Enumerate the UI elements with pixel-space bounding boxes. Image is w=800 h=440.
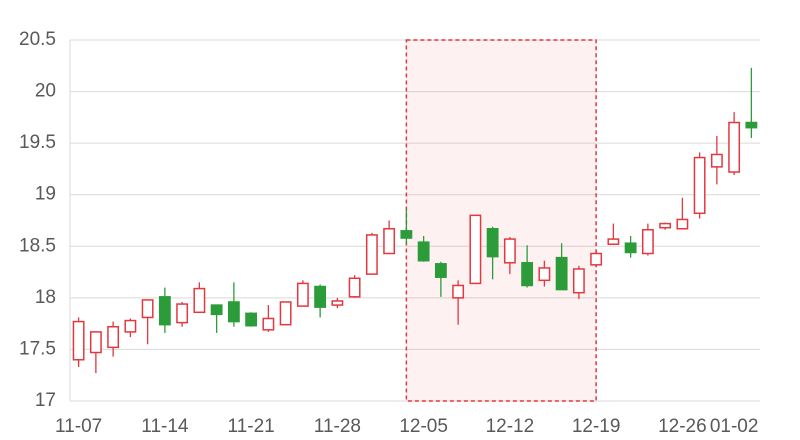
candle-body — [193, 287, 206, 314]
shaded-region — [405, 39, 597, 402]
candle-body — [486, 228, 499, 258]
candle-body — [469, 214, 482, 285]
candle-body — [89, 331, 102, 354]
x-tick-label: 12-12 — [486, 416, 535, 437]
candle-body — [417, 241, 430, 262]
candle-body — [538, 267, 551, 282]
candle-body — [176, 303, 189, 324]
x-tick-label: 12-05 — [399, 416, 448, 437]
x-tick-label: 11-28 — [314, 416, 361, 437]
y-tick-label: 19 — [35, 184, 56, 205]
candle-body — [710, 153, 723, 168]
candle-body — [331, 300, 344, 306]
candle-body — [693, 156, 706, 215]
candle-body — [210, 304, 223, 316]
candle-body — [745, 121, 758, 129]
candle-body — [124, 319, 137, 333]
candle-body — [365, 234, 378, 275]
candle-body — [72, 320, 85, 361]
y-tick-label: 19.5 — [19, 132, 56, 153]
candle-body — [262, 317, 275, 331]
candle-body — [503, 238, 516, 264]
candle-body — [555, 256, 568, 291]
candle-body — [452, 284, 465, 299]
candle-body — [107, 325, 120, 349]
x-tick-label: 12-26 — [658, 416, 707, 437]
x-tick-label: 12-19 — [572, 416, 621, 437]
y-tick-label: 17 — [35, 390, 56, 411]
y-tick-label: 18 — [35, 287, 56, 308]
x-tick-label: 01-02 — [710, 416, 759, 437]
x-tick-label: 11-21 — [228, 416, 275, 437]
candle-body — [572, 268, 585, 294]
y-tick-label: 20.5 — [19, 29, 56, 50]
candle-body — [296, 282, 309, 307]
candle-body — [728, 121, 741, 173]
candle-body — [227, 301, 240, 323]
candle-body — [659, 222, 672, 229]
candle-body — [590, 252, 603, 266]
candle-body — [245, 312, 258, 327]
candle-body — [383, 228, 396, 255]
candle-body — [141, 299, 154, 319]
y-tick-label: 20 — [35, 81, 56, 102]
y-tick-label: 18.5 — [19, 235, 56, 256]
candle-body — [314, 285, 327, 308]
candle-body — [158, 296, 171, 326]
candle-body — [521, 262, 534, 287]
x-tick-label: 11-14 — [141, 416, 189, 437]
candle-body — [624, 242, 637, 254]
candle-body — [641, 229, 654, 255]
candle-body — [348, 277, 361, 298]
candle-body — [279, 301, 292, 326]
y-tick-label: 17.5 — [19, 338, 56, 359]
candle-body — [607, 238, 620, 245]
x-tick-label: 11-07 — [55, 416, 102, 437]
candle-body — [434, 263, 447, 278]
candle-body — [400, 230, 413, 239]
candle-body — [676, 218, 689, 230]
